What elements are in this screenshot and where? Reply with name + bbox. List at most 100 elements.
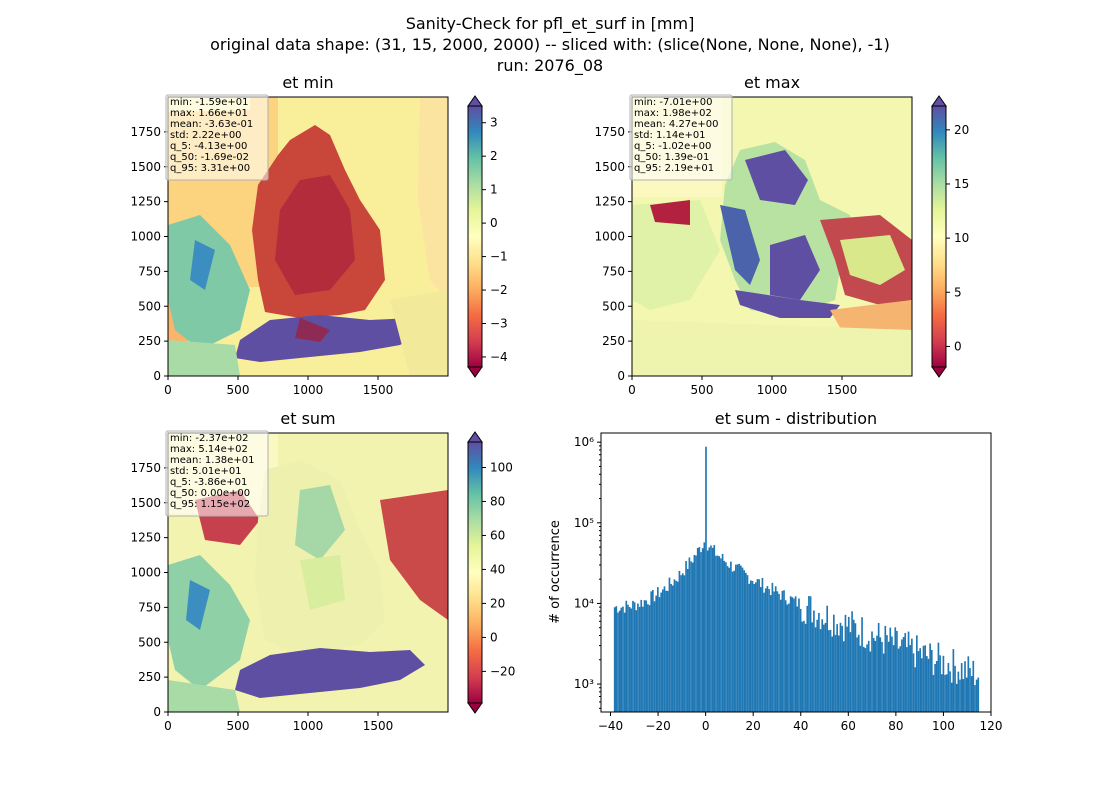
y-tick-label: 1250 (130, 531, 161, 545)
histogram-bar (907, 631, 910, 712)
histogram-bar (628, 607, 631, 712)
histogram-bar (897, 648, 900, 712)
colorbar-tick-label: 1 (490, 183, 498, 197)
histogram-bar (771, 582, 774, 712)
histogram-bar (693, 554, 696, 712)
stats-line: std: 1.14e+01 (634, 130, 706, 141)
histogram-bar (690, 561, 692, 712)
histogram-bar (773, 591, 775, 712)
x-tick-label: 20 (746, 719, 761, 733)
stats-line: min: -2.37e+02 (170, 433, 249, 444)
histogram-bar (764, 588, 767, 712)
histogram-bar (804, 623, 807, 712)
histogram-bar (754, 582, 757, 712)
histogram-bar (796, 606, 799, 712)
histogram-bar (927, 658, 930, 712)
histogram-bar (696, 547, 699, 712)
histogram-bar (896, 630, 898, 712)
stats-line: max: 1.66e+01 (170, 108, 248, 119)
histogram-bar (776, 591, 779, 712)
histogram-bar (904, 633, 907, 712)
x-tick-label: 1500 (363, 383, 394, 397)
histogram-bar (856, 637, 858, 712)
colorbar-tick-label: 10 (954, 231, 969, 245)
histogram-bar (731, 571, 734, 712)
y-tick-label: 1750 (130, 125, 161, 139)
histogram-bar (945, 674, 948, 712)
histogram-bar (680, 575, 682, 712)
histogram-bar (799, 608, 802, 712)
histogram-bar (891, 636, 893, 712)
stats-box-background (629, 94, 733, 181)
histogram-bar (862, 646, 865, 712)
histogram-bar (620, 607, 623, 712)
histogram-bar (816, 619, 819, 712)
x-tick-label: 60 (841, 719, 856, 733)
x-tick-label: 1500 (827, 383, 858, 397)
stats-line: std: 5.01e+01 (170, 466, 242, 477)
histogram-bar (846, 626, 848, 712)
histogram-bar (859, 645, 862, 712)
x-tick-label: 80 (888, 719, 903, 733)
stats-line: max: 5.14e+02 (170, 444, 248, 455)
histogram-bar (871, 631, 873, 712)
histogram-bar (916, 635, 918, 712)
panel-et-sum: et sum 0 500 1000 1500025050075010001250150… (130, 409, 515, 733)
histogram-bar (784, 600, 787, 712)
histogram-bar (653, 601, 656, 712)
x-tick-label: 40 (793, 719, 808, 733)
panel-et-max: et max 0 500 1000 1500025050075010001250150… (594, 73, 969, 397)
histogram-bar (740, 565, 742, 712)
x-tick-label: 500 (227, 383, 250, 397)
histogram-bar (844, 614, 847, 712)
histogram-bar (902, 637, 905, 712)
y-tick-label: 10⁶ (574, 435, 594, 449)
histogram-bar (917, 651, 920, 712)
histogram-bar (637, 603, 639, 712)
figure-title-line-3: run: 2076_08 (496, 56, 604, 75)
colorbar-tick-label: 3 (490, 116, 498, 130)
histogram-bar (821, 619, 824, 712)
histogram-bar (866, 644, 868, 712)
histogram-bar (642, 606, 644, 712)
colorbar-tick-label: 80 (490, 494, 505, 508)
histogram-bar (643, 600, 646, 712)
histogram-bar (640, 599, 643, 712)
colorbar-tick-label: −4 (490, 350, 508, 364)
histogram-bar (809, 596, 812, 712)
colorbar-tick-label: 15 (954, 177, 969, 191)
histogram-bar (675, 580, 677, 712)
y-tick-label: 10³ (574, 677, 594, 691)
histogram-bar (716, 555, 719, 712)
histogram-bar (678, 570, 681, 712)
histogram-bar (715, 555, 717, 712)
colorbar-tick-label: 60 (490, 528, 505, 542)
histogram-bar (718, 556, 721, 712)
axis-ticks: 0 500 1000 1500 0 250 500 750 1000 1250 1500 1750 (130, 461, 393, 733)
histogram-bar (818, 612, 820, 712)
histogram-bar (940, 674, 943, 712)
y-tick-label: 1500 (130, 496, 161, 510)
histogram-bar (751, 580, 754, 712)
y-tick-label: 1500 (130, 160, 161, 174)
stats-line: q_95: 3.31e+00 (170, 163, 250, 174)
histogram-bar (635, 610, 638, 712)
y-tick-label: 10⁵ (574, 516, 594, 530)
histogram-bar (944, 674, 946, 712)
y-tick-label: 1750 (594, 125, 625, 139)
colorbar-tick-label: 2 (490, 149, 498, 163)
histogram-bar (970, 676, 973, 712)
histogram-bar (681, 573, 684, 712)
histogram-bar (947, 663, 950, 712)
x-tick-label: 1000 (293, 383, 324, 397)
histogram-bar (735, 564, 737, 712)
histogram-bar (935, 661, 938, 712)
y-tick-label: 1000 (130, 566, 161, 580)
histogram-bar (655, 595, 658, 712)
histogram-bar (720, 558, 722, 712)
y-tick-label: 750 (138, 264, 161, 278)
histogram-bar (630, 608, 633, 712)
histogram-bar (652, 590, 654, 712)
histogram-bar (701, 548, 704, 712)
